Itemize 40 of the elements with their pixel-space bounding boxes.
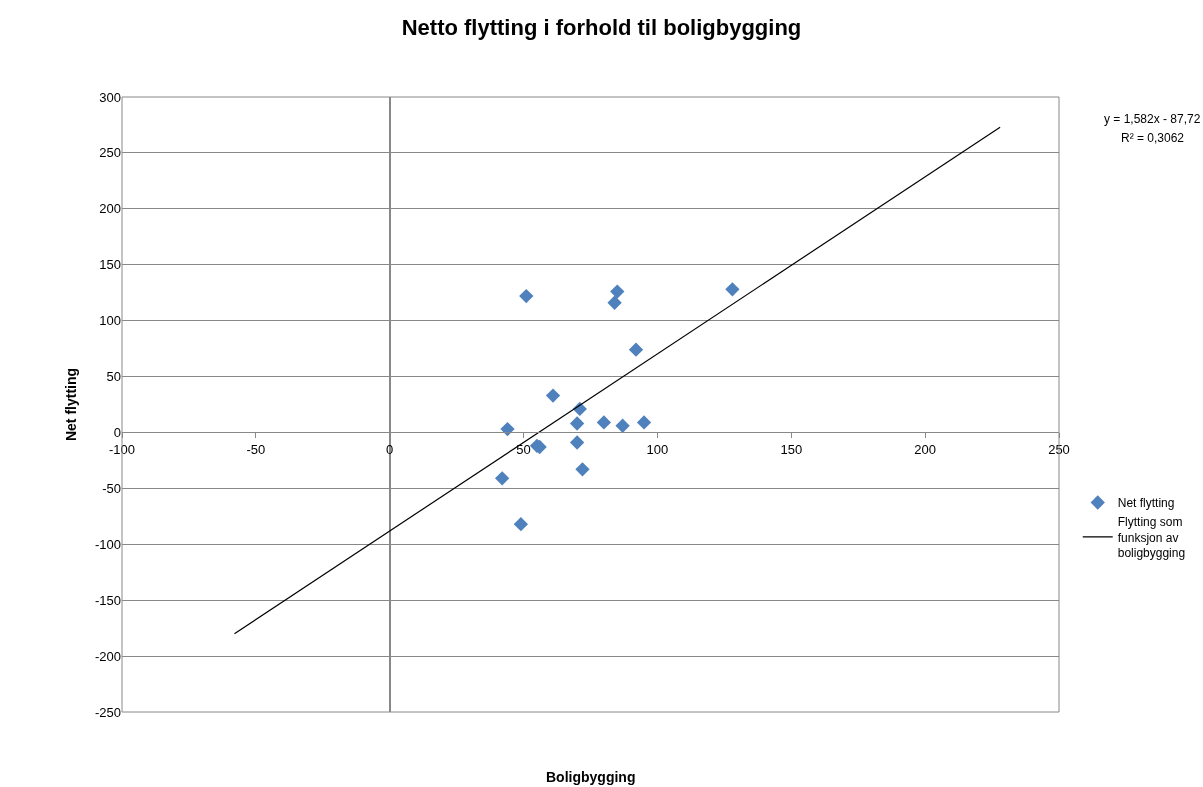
y-tick-label: -50 (102, 480, 121, 496)
point (628, 342, 644, 357)
point (495, 471, 510, 486)
x-tick-label: 100 (646, 442, 669, 458)
text: R² = 0,3062 (1121, 131, 1185, 145)
x-tick-label: 50 (516, 442, 531, 458)
y-tick-label: 200 (99, 201, 121, 217)
x-tick-label: 250 (1048, 442, 1070, 458)
y-tick-label: -150 (94, 592, 121, 608)
point (607, 295, 622, 310)
point (513, 517, 529, 532)
y-tick-label: 250 (99, 145, 121, 161)
point (596, 415, 612, 430)
point (569, 416, 585, 431)
y-tick-label: -100 (94, 536, 121, 552)
x-tick-label: -50 (246, 442, 266, 458)
point (569, 435, 585, 450)
point (615, 418, 630, 433)
y-tick-label: 150 (99, 257, 121, 273)
y-tick-label: -250 (94, 704, 121, 720)
point (545, 388, 561, 403)
x-axis-title: Boligbygging (546, 769, 636, 785)
y-tick-label: -200 (94, 648, 121, 664)
x-tick-label: 150 (780, 442, 803, 458)
y-axis-title: Net flytting (62, 367, 79, 442)
chart-title: Netto flytting i forhold til boligbygging (401, 15, 802, 41)
point (725, 282, 740, 297)
point (636, 415, 652, 430)
point (519, 288, 534, 304)
y-tick-label: 0 (113, 425, 121, 440)
y-tick-label: 300 (99, 89, 121, 105)
legend-label: Flytting som funksjon av boligbygging (1117, 514, 1186, 561)
x-tick-label: 200 (914, 442, 936, 458)
point (575, 462, 590, 477)
text: y = 1,582x - 87,72 (1104, 112, 1201, 126)
x-tick-label: 0 (386, 442, 394, 458)
y-tick-label: 50 (106, 369, 121, 385)
point (610, 284, 625, 299)
y-tick-label: 100 (99, 313, 121, 329)
legend-label: Net flytting (1117, 496, 1175, 511)
